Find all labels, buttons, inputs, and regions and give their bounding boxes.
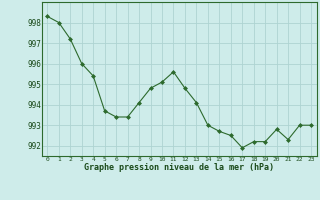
- X-axis label: Graphe pression niveau de la mer (hPa): Graphe pression niveau de la mer (hPa): [84, 163, 274, 172]
